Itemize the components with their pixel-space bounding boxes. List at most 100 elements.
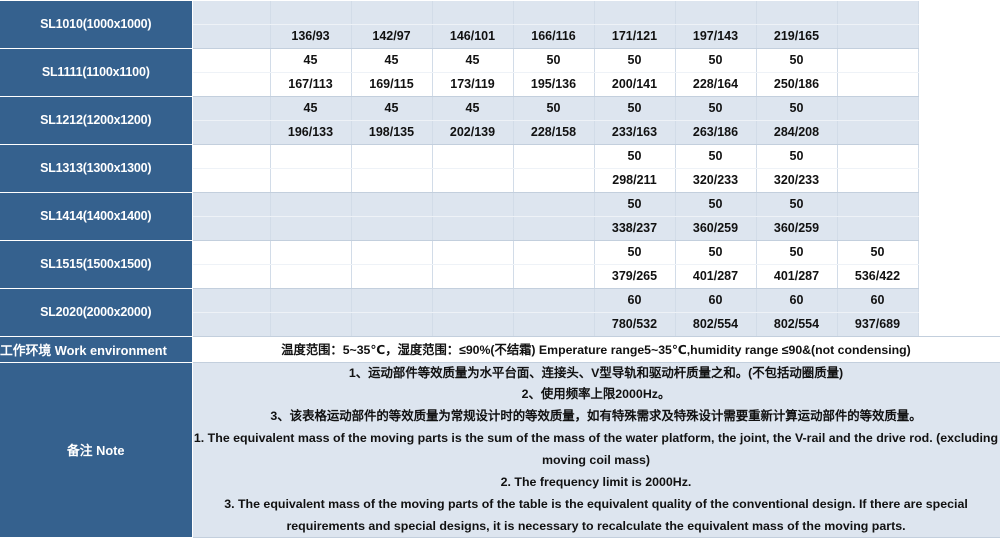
data-cell bbox=[192, 120, 271, 145]
data-cell: 45 bbox=[432, 48, 514, 73]
data-cell: 50 bbox=[675, 240, 757, 265]
data-cell bbox=[192, 264, 271, 289]
table-row: SL1313(1300x1300) 50 50 50 bbox=[0, 143, 1000, 193]
data-cell: 50 bbox=[756, 96, 838, 121]
data-cell: 45 bbox=[351, 48, 433, 73]
table-row: 196/133 198/135 202/139 228/158 233/163 263/1… bbox=[0, 120, 1000, 145]
model-label-cell: SL2020(2000x2000) bbox=[0, 287, 193, 337]
data-cell bbox=[837, 144, 919, 169]
data-cell bbox=[513, 0, 595, 25]
table-row: 338/237 360/259 360/259 bbox=[0, 216, 1000, 241]
data-cell: 536/422 bbox=[837, 264, 919, 289]
data-cell bbox=[270, 144, 352, 169]
data-cell bbox=[192, 48, 271, 73]
data-cell: 198/135 bbox=[351, 120, 433, 145]
data-cell: 146/101 bbox=[432, 24, 514, 49]
data-cell: 937/689 bbox=[837, 312, 919, 337]
data-cell: 401/287 bbox=[675, 264, 757, 289]
data-cell bbox=[513, 192, 595, 217]
data-cell: 233/163 bbox=[594, 120, 676, 145]
data-cell bbox=[837, 168, 919, 193]
data-cell bbox=[270, 240, 352, 265]
data-cell bbox=[192, 192, 271, 217]
model-label-cell: SL1111(1100x1100) bbox=[0, 47, 193, 97]
data-cell bbox=[270, 192, 352, 217]
data-cell: 167/113 bbox=[270, 72, 352, 97]
data-cell bbox=[837, 96, 919, 121]
table-row: 167/113 169/115 173/119 195/136 200/141 228/1… bbox=[0, 72, 1000, 97]
data-cell: 50 bbox=[756, 144, 838, 169]
data-cell bbox=[432, 312, 514, 337]
model-label-cell: SL1212(1200x1200) bbox=[0, 95, 193, 145]
data-cell: 50 bbox=[756, 240, 838, 265]
note-row: 备注 Note 1、运动部件等效质量为水平台面、连接头、V型导轨和驱动杆质量之和。… bbox=[0, 361, 1000, 538]
data-cell bbox=[351, 0, 433, 25]
data-cell bbox=[837, 216, 919, 241]
data-cell bbox=[594, 0, 676, 25]
data-cell bbox=[351, 264, 433, 289]
data-cell: 802/554 bbox=[756, 312, 838, 337]
data-cell: 780/532 bbox=[594, 312, 676, 337]
data-cell: 320/233 bbox=[675, 168, 757, 193]
data-cell: 250/186 bbox=[756, 72, 838, 97]
model-label-cell: SL1414(1400x1400) bbox=[0, 191, 193, 241]
table-row: 780/532 802/554 802/554 937/689 bbox=[0, 312, 1000, 337]
data-cell bbox=[192, 72, 271, 97]
data-cell bbox=[351, 312, 433, 337]
data-cell: 360/259 bbox=[675, 216, 757, 241]
note-line-cn: 2、使用频率上限2000Hz。 bbox=[521, 387, 671, 401]
data-cell bbox=[270, 168, 352, 193]
data-cell: 50 bbox=[594, 240, 676, 265]
data-cell bbox=[270, 288, 352, 313]
data-cell bbox=[432, 144, 514, 169]
data-cell bbox=[837, 24, 919, 49]
table-row: 298/211 320/233 320/233 bbox=[0, 168, 1000, 193]
data-cell bbox=[192, 144, 271, 169]
note-label: 备注 Note bbox=[0, 361, 193, 538]
data-cell: 50 bbox=[594, 48, 676, 73]
data-cell: 50 bbox=[756, 192, 838, 217]
model-label-cell: SL1010(1000x1000) bbox=[0, 0, 193, 49]
data-cell bbox=[432, 216, 514, 241]
data-cell: 50 bbox=[675, 96, 757, 121]
data-cell: 263/186 bbox=[675, 120, 757, 145]
data-cell bbox=[351, 192, 433, 217]
data-cell: 284/208 bbox=[756, 120, 838, 145]
data-cell bbox=[351, 168, 433, 193]
data-cell: 298/211 bbox=[594, 168, 676, 193]
note-line-cn: 1、运动部件等效质量为水平台面、连接头、V型导轨和驱动杆质量之和。(不包括动圈质… bbox=[348, 365, 844, 380]
data-cell bbox=[513, 264, 595, 289]
data-cell bbox=[192, 0, 271, 25]
data-cell: 50 bbox=[594, 96, 676, 121]
data-cell bbox=[432, 0, 514, 25]
table-row: SL1111(1100x1100) 45 45 45 50 50 50 50 bbox=[0, 47, 1000, 97]
note-line-cn: 3、该表格运动部件的等效质量为常规设计时的等效质量，如有特殊需求及特殊设计需要重… bbox=[270, 408, 922, 423]
note-line-en: 1. The equivalent mass of the moving par… bbox=[193, 431, 999, 467]
data-cell: 338/237 bbox=[594, 216, 676, 241]
data-cell: 50 bbox=[675, 48, 757, 73]
work-environment-value: 温度范围：5~35℃，湿度范围：≤90%(不结霜) Emperature ran… bbox=[192, 335, 1000, 363]
data-cell bbox=[192, 96, 271, 121]
data-cell: 360/259 bbox=[756, 216, 838, 241]
data-cell bbox=[513, 312, 595, 337]
data-cell: 60 bbox=[756, 288, 838, 313]
data-cell: 169/115 bbox=[351, 72, 433, 97]
data-cell bbox=[837, 120, 919, 145]
table-row: SL1414(1400x1400) 50 50 50 bbox=[0, 191, 1000, 241]
note-body: 1、运动部件等效质量为水平台面、连接头、V型导轨和驱动杆质量之和。(不包括动圈质… bbox=[192, 362, 1000, 538]
data-cell: 60 bbox=[675, 288, 757, 313]
data-cell: 202/139 bbox=[432, 120, 514, 145]
data-cell: 401/287 bbox=[756, 264, 838, 289]
table-row: 136/93 142/97 146/101 166/116 171/121 197/143… bbox=[0, 24, 1000, 49]
data-cell bbox=[513, 216, 595, 241]
data-cell: 379/265 bbox=[594, 264, 676, 289]
data-cell: 50 bbox=[513, 96, 595, 121]
data-cell bbox=[270, 0, 352, 25]
data-cell bbox=[351, 288, 433, 313]
data-cell bbox=[192, 240, 271, 265]
data-cell: 166/116 bbox=[513, 24, 595, 49]
data-cell bbox=[351, 240, 433, 265]
data-cell bbox=[192, 216, 271, 241]
